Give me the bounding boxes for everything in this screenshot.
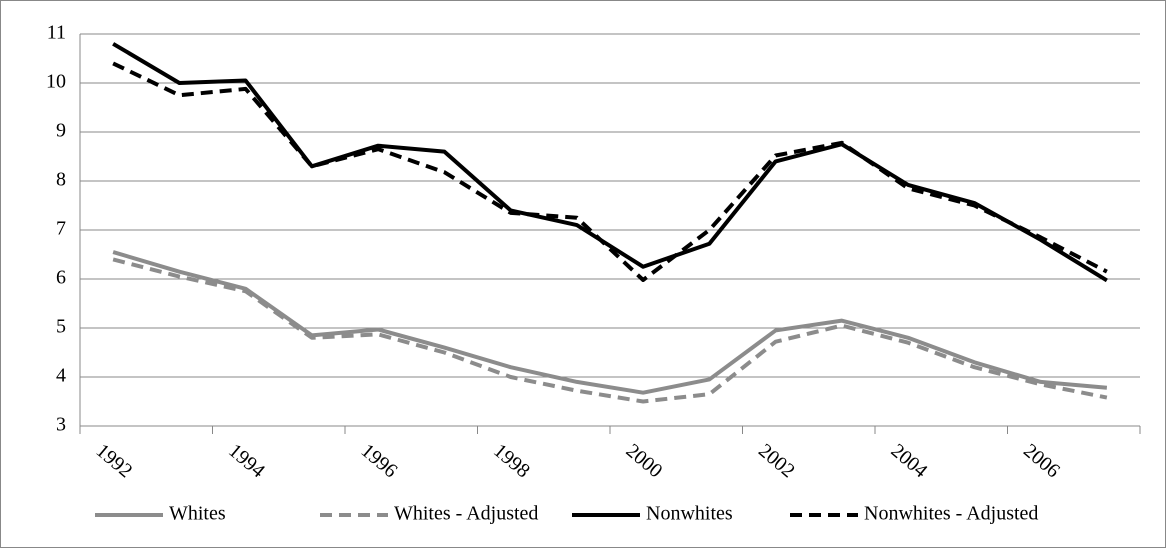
series-line	[112, 257, 1108, 404]
legend-label: Nonwhites - Adjusted	[864, 503, 1038, 525]
y-tick-label: 11	[47, 22, 66, 44]
y-tick-label: 3	[56, 414, 66, 436]
legend-label: Whites - Adjusted	[394, 503, 538, 525]
y-tick-label: 7	[56, 218, 66, 240]
y-tick-label: 4	[56, 365, 66, 387]
y-tick-label: 8	[56, 169, 66, 191]
legend-label: Whites	[169, 503, 226, 525]
y-tick-label: 5	[56, 316, 66, 338]
series-line	[112, 42, 1108, 283]
y-tick-label: 10	[46, 71, 66, 93]
series-line	[112, 250, 1108, 395]
y-tick-label: 9	[56, 120, 66, 142]
legend-label: Nonwhites	[646, 503, 733, 525]
y-tick-label: 6	[56, 267, 66, 289]
series-line	[112, 61, 1108, 282]
